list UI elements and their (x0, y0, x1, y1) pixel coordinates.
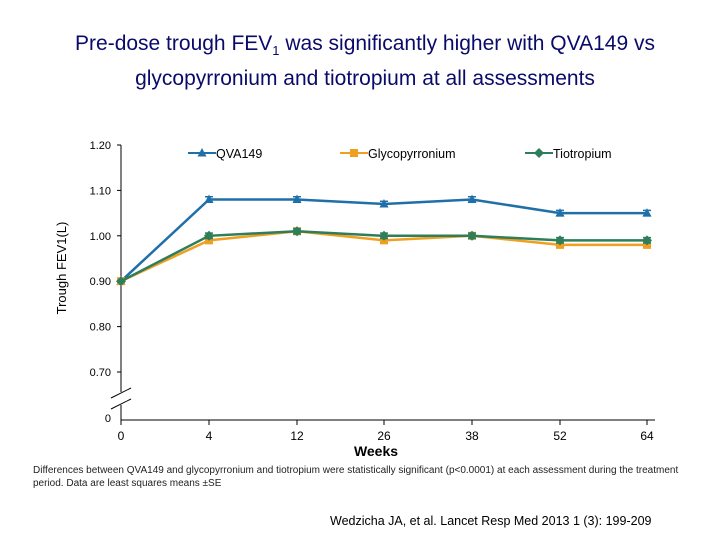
legend-marker (350, 149, 358, 157)
chart-series (116, 194, 652, 287)
chart-axes: 1.20 1.10 1.00 0.90 0.80 0.70 00 4 12 26 38 52 64 Wee… (54, 140, 655, 459)
x-axis-label: Weeks (354, 443, 398, 459)
data-point (379, 199, 389, 208)
x-tick-label: 64 (640, 429, 654, 443)
series-tiotropium (116, 226, 652, 287)
y-break-label: 0 (105, 413, 111, 425)
y-tick-label: 0.70 (90, 367, 111, 379)
legend-item-glycopyrronium: Glycopyrronium (340, 147, 456, 161)
chart-legend: QVA149 Glycopyrronium Tiotropium (188, 147, 612, 161)
data-point (292, 226, 302, 237)
data-point (642, 208, 652, 217)
x-tick-label: 26 (377, 429, 391, 443)
data-point (116, 276, 126, 287)
y-tick-label: 1.10 (90, 185, 111, 197)
data-point (467, 230, 477, 241)
x-tick-label: 52 (553, 429, 567, 443)
data-point (555, 208, 565, 217)
axis-break-mark (110, 387, 132, 399)
legend-marker (534, 148, 544, 158)
data-point (555, 235, 565, 246)
y-tick-label: 0.80 (90, 322, 111, 334)
data-point (642, 235, 652, 246)
x-tick-label: 0 (118, 429, 125, 443)
y-tick-label: 1.20 (90, 140, 111, 152)
footnote: Differences between QVA149 and glycopyrr… (33, 465, 679, 489)
data-point (204, 230, 214, 241)
y-tick-label: 1.00 (90, 231, 111, 243)
x-tick-label: 12 (290, 429, 304, 443)
data-point (204, 194, 214, 203)
legend-label: QVA149 (216, 147, 262, 161)
y-tick-label: 0.90 (90, 276, 111, 288)
x-tick-label: 38 (465, 429, 479, 443)
citation: Wedzicha JA, et al. Lancet Resp Med 2013… (330, 514, 652, 528)
x-tick-label: 4 (206, 429, 213, 443)
axis-break-mark (110, 398, 132, 410)
legend-item-qva149: QVA149 (188, 147, 262, 161)
legend-label: Tiotropium (553, 147, 612, 161)
legend-label: Glycopyrronium (368, 147, 456, 161)
data-point (379, 230, 389, 241)
y-axis-label: Trough FEV1(L) (54, 222, 69, 315)
legend-marker (197, 148, 207, 157)
chart-title: Pre-dose trough FEV1 was significantly h… (75, 32, 655, 91)
line-chart: 1.20 1.10 1.00 0.90 0.80 0.70 00 4 12 26 38 52 64 Wee… (54, 140, 655, 459)
data-point (467, 194, 477, 203)
data-point (292, 194, 302, 203)
legend-item-tiotropium: Tiotropium (525, 147, 612, 161)
